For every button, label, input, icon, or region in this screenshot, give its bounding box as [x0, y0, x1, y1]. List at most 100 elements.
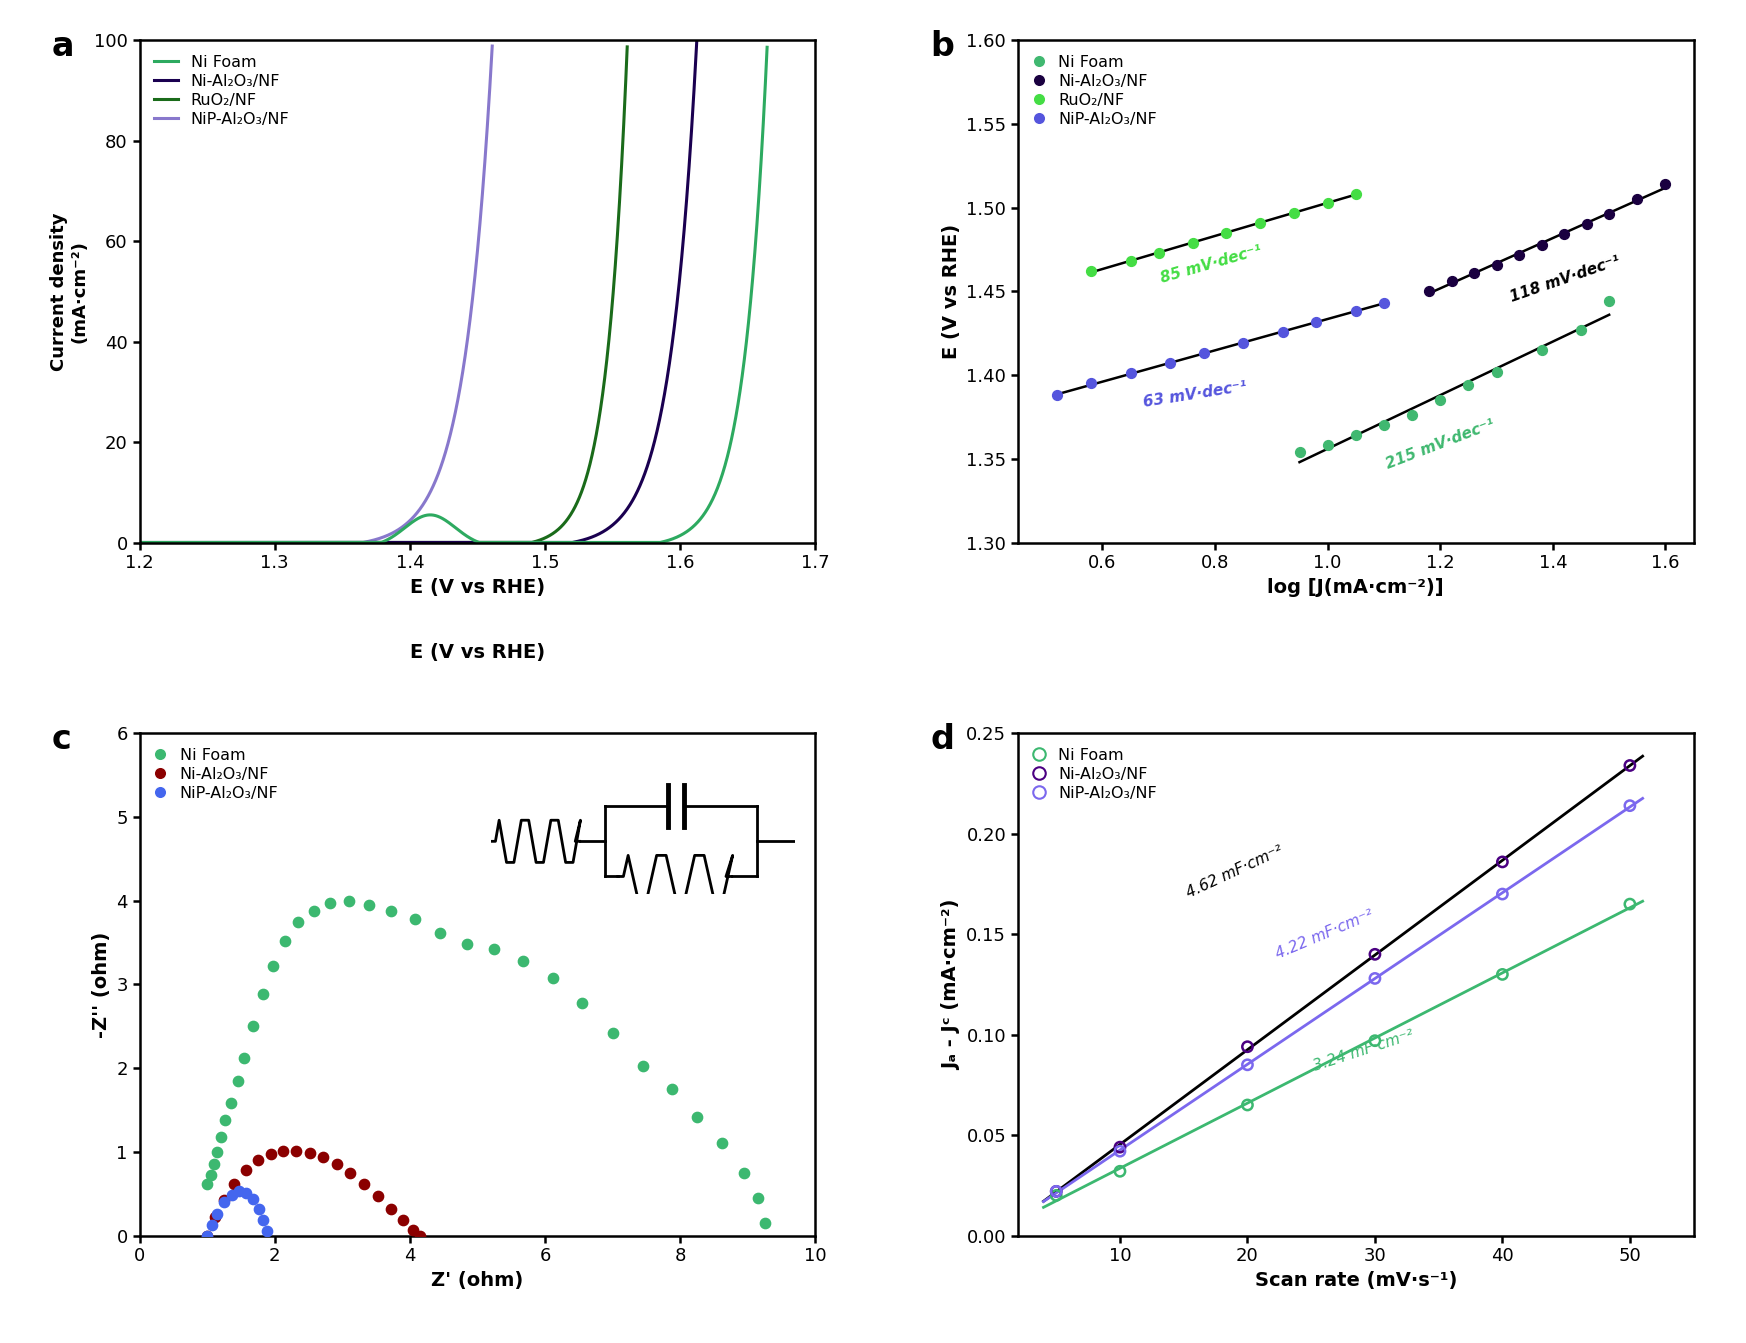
Point: [744, 1187, 772, 1209]
Point: [1117, 251, 1145, 273]
Point: [218, 1183, 246, 1205]
Point: [1343, 301, 1371, 322]
Point: [599, 1022, 627, 1044]
Text: c: c: [52, 724, 72, 756]
Point: [1105, 1140, 1133, 1162]
Point: [683, 1105, 711, 1127]
Point: [253, 1221, 281, 1242]
Text: 85 mV·dec⁻¹: 85 mV·dec⁻¹: [1159, 243, 1264, 286]
Point: [239, 1189, 267, 1210]
Point: [1156, 353, 1184, 375]
Point: [1454, 375, 1482, 396]
Text: a: a: [52, 31, 75, 63]
Point: [232, 1159, 260, 1180]
Point: [377, 1198, 405, 1219]
Point: [337, 1162, 365, 1183]
Point: [1488, 964, 1516, 986]
Point: [1505, 244, 1533, 266]
Point: [1528, 234, 1556, 255]
Text: 118 mV·dec⁻¹: 118 mV·dec⁻¹: [1509, 252, 1622, 305]
Point: [323, 1152, 351, 1174]
Point: [363, 1186, 391, 1207]
Point: [356, 894, 384, 916]
Text: 4.62 mF·cm⁻²: 4.62 mF·cm⁻²: [1184, 843, 1285, 901]
Point: [194, 1172, 222, 1194]
Point: [1360, 968, 1388, 990]
Point: [194, 1225, 222, 1246]
Point: [1596, 290, 1624, 312]
Point: [269, 1140, 297, 1162]
Text: 215 mV·dec⁻¹: 215 mV·dec⁻¹: [1385, 416, 1496, 471]
Point: [1426, 389, 1454, 411]
Point: [1233, 1035, 1261, 1057]
Legend: Ni Foam, Ni-Al₂O₃/NF, NiP-Al₂O₃/NF: Ni Foam, Ni-Al₂O₃/NF, NiP-Al₂O₃/NF: [148, 741, 285, 807]
Point: [1313, 192, 1341, 214]
Point: [629, 1056, 656, 1077]
Point: [217, 1093, 244, 1115]
Point: [1615, 795, 1643, 817]
Point: [197, 1214, 225, 1236]
Point: [335, 890, 363, 912]
Point: [709, 1132, 737, 1154]
Point: [244, 1150, 272, 1171]
Point: [400, 1219, 428, 1241]
Point: [201, 1154, 229, 1175]
Point: [194, 1225, 222, 1246]
Point: [1488, 884, 1516, 905]
Point: [300, 900, 328, 921]
Text: b: b: [931, 31, 953, 63]
Point: [751, 1213, 779, 1234]
Point: [1624, 188, 1652, 210]
Point: [309, 1146, 337, 1167]
Point: [389, 1210, 417, 1232]
Point: [730, 1162, 758, 1183]
Point: [1233, 1095, 1261, 1116]
Point: [1550, 224, 1578, 246]
Point: [1233, 1054, 1261, 1076]
Text: 63 mV·dec⁻¹: 63 mV·dec⁻¹: [1142, 379, 1248, 410]
Point: [1303, 310, 1330, 332]
Point: [1105, 1136, 1133, 1158]
Text: d: d: [931, 724, 953, 756]
Point: [250, 1210, 278, 1232]
Point: [1615, 893, 1643, 915]
Point: [201, 1206, 229, 1228]
Point: [239, 1015, 267, 1037]
Y-axis label: E (V vs RHE): E (V vs RHE): [941, 224, 960, 359]
Legend: Ni Foam, Ni-Al₂O₃/NF, RuO₂/NF, NiP-Al₂O₃/NF: Ni Foam, Ni-Al₂O₃/NF, RuO₂/NF, NiP-Al₂O₃…: [148, 48, 295, 133]
Point: [1343, 424, 1371, 446]
Point: [1343, 184, 1371, 205]
Point: [1229, 333, 1257, 355]
Point: [1247, 212, 1275, 234]
Point: [283, 1140, 311, 1162]
Point: [1360, 944, 1388, 966]
X-axis label: E (V vs RHE): E (V vs RHE): [410, 577, 545, 596]
Point: [510, 951, 538, 972]
Point: [1437, 270, 1465, 291]
Point: [204, 1142, 232, 1163]
Point: [407, 1225, 435, 1246]
Point: [1414, 281, 1442, 302]
Point: [1044, 384, 1072, 406]
Point: [1482, 361, 1510, 383]
Point: [211, 1109, 239, 1131]
X-axis label: Z' (ohm): Z' (ohm): [431, 1270, 524, 1289]
Point: [1568, 320, 1596, 341]
Point: [285, 911, 313, 932]
Point: [257, 1143, 285, 1164]
Point: [1280, 201, 1308, 223]
Point: [1573, 214, 1601, 235]
Point: [271, 931, 299, 952]
Text: 3.24 mF·cm⁻²: 3.24 mF·cm⁻²: [1311, 1027, 1416, 1074]
Point: [1212, 222, 1240, 243]
Point: [1179, 232, 1206, 254]
Y-axis label: Current density
(mA·cm⁻²): Current density (mA·cm⁻²): [49, 212, 89, 371]
Point: [244, 1198, 272, 1219]
Point: [1371, 293, 1399, 314]
Point: [197, 1164, 225, 1186]
Point: [567, 992, 595, 1014]
Point: [1077, 373, 1105, 395]
Point: [1596, 204, 1624, 226]
Text: 4.22 mF·cm⁻²: 4.22 mF·cm⁻²: [1273, 907, 1376, 962]
X-axis label: Scan rate (mV·s⁻¹): Scan rate (mV·s⁻¹): [1255, 1270, 1456, 1289]
